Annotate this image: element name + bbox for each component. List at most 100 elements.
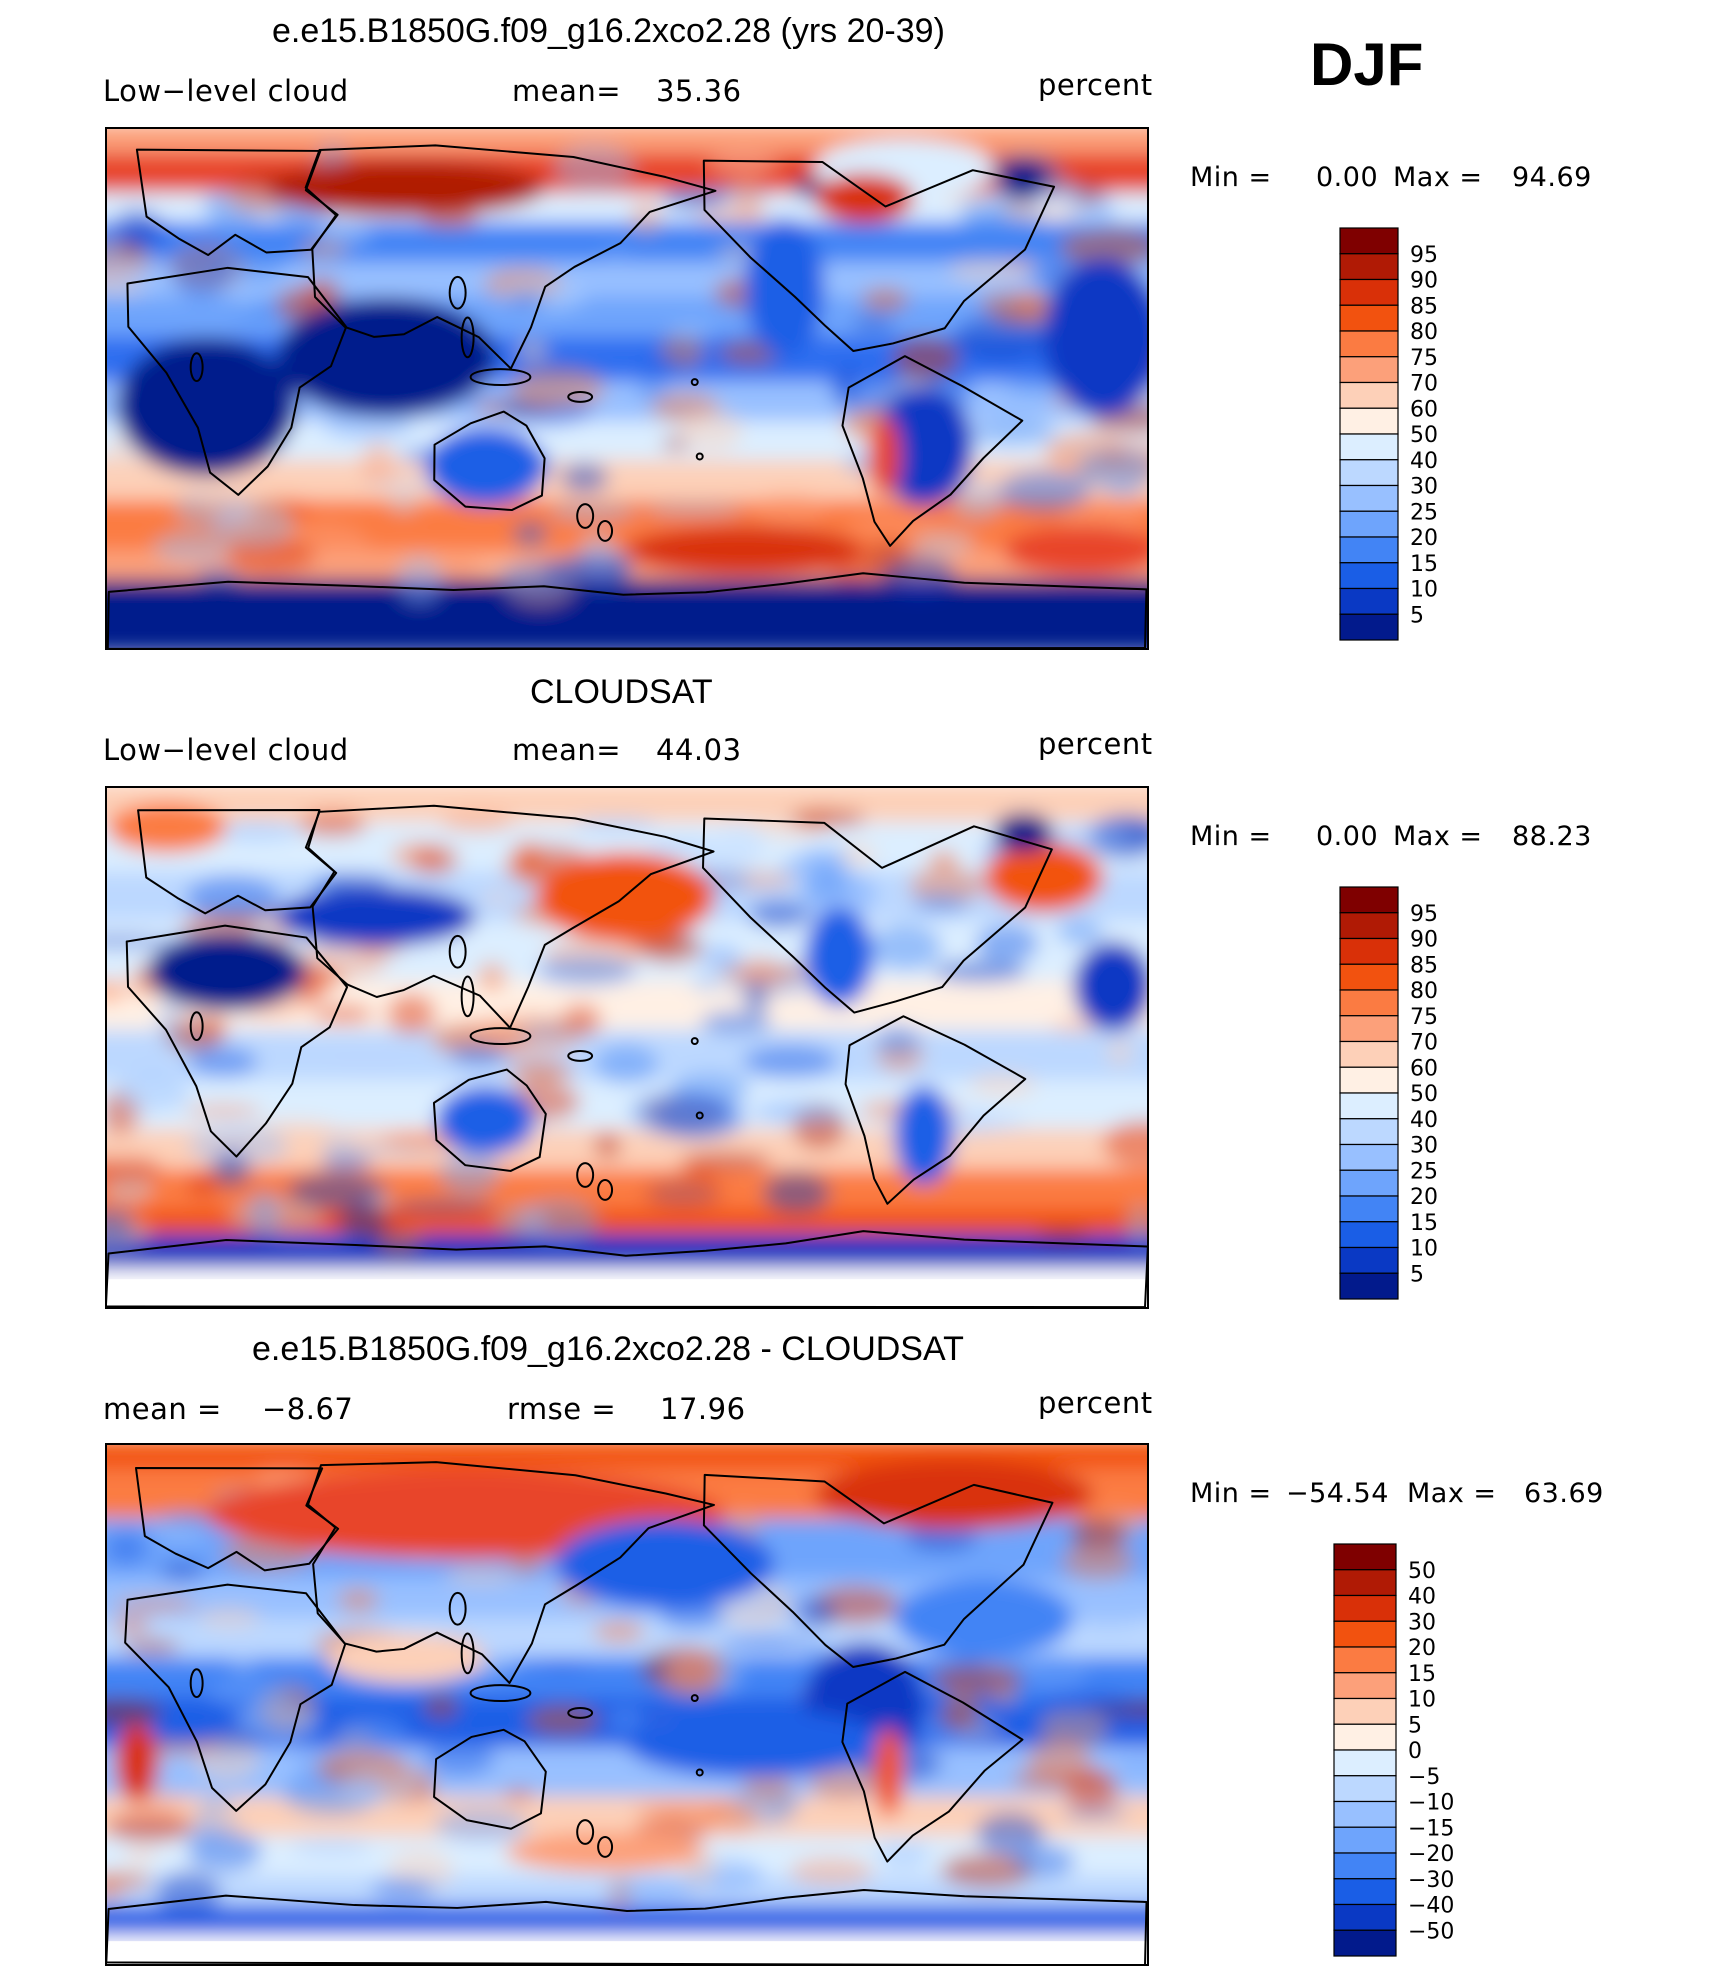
- field-contour-blob: [116, 337, 297, 477]
- coastline-africa: [124, 1583, 347, 1812]
- coastline-asia: [304, 144, 717, 370]
- field-contour-blob: [893, 1578, 1074, 1659]
- island-outline: [695, 1768, 704, 1777]
- rmse-value: 17.96: [660, 1392, 746, 1426]
- field-contour-blob: [795, 1596, 838, 1629]
- field-contour-blob: [370, 1879, 436, 1899]
- no-data-area: [107, 1941, 1147, 1964]
- field-contour-blob: [851, 316, 896, 331]
- field-contour-blob: [320, 1153, 373, 1171]
- field-contour-blob: [636, 379, 669, 401]
- field-contour-blob: [753, 1101, 843, 1123]
- colorbar-tick-label: 95: [1410, 902, 1438, 927]
- field-contour-blob: [107, 802, 227, 853]
- field-plot-obs: [107, 788, 1147, 1307]
- field-contour-blob: [1115, 1754, 1147, 1776]
- island-outline: [460, 975, 475, 1018]
- field-contour-blob: [171, 252, 231, 298]
- max-label-model: Max =: [1393, 162, 1483, 193]
- field-contour-blob: [892, 336, 960, 380]
- field-contour-blob: [876, 1841, 931, 1869]
- field-contour-blob: [593, 1132, 622, 1159]
- field-contour-blob: [155, 1870, 221, 1914]
- colorbar-tick-label: 85: [1410, 294, 1438, 319]
- field-shading: [107, 788, 1147, 1307]
- field-contour-blob: [804, 907, 875, 1007]
- colorbar-tick-label: 40: [1410, 449, 1438, 474]
- field-contour-blob: [505, 293, 546, 310]
- field-contour-blob: [641, 356, 681, 381]
- colorbar-tick-label: 10: [1410, 578, 1438, 603]
- coastline-samerica: [841, 355, 1024, 547]
- island-outline: [448, 934, 467, 969]
- field-contour-blob: [948, 258, 1023, 282]
- field-contour-blob: [713, 1647, 742, 1693]
- island-outline: [567, 1706, 594, 1719]
- field-contour-blob: [949, 480, 1004, 520]
- field-contour-blob: [387, 993, 436, 1035]
- island-outline: [469, 1027, 532, 1046]
- colorbar-tick-label: −40: [1408, 1894, 1454, 1919]
- field-contour-blob: [1126, 1203, 1147, 1247]
- field-contour-blob: [979, 291, 1056, 316]
- field-contour-blob: [247, 1188, 281, 1236]
- field-contour-blob: [742, 1770, 793, 1801]
- colorbar-swatch: [1339, 989, 1399, 1017]
- colorbar-tick-label: 50: [1408, 1559, 1436, 1584]
- colorbar-tick-label: −50: [1408, 1919, 1454, 1944]
- field-contour-blob: [276, 887, 476, 947]
- max-label-diff: Max =: [1407, 1478, 1497, 1509]
- colorbar-swatch: [1339, 1246, 1399, 1274]
- colorbar-tick-label: 5: [1408, 1713, 1422, 1738]
- field-contour-blob: [320, 1136, 359, 1154]
- island-outline: [576, 1162, 595, 1188]
- field-contour-blob: [322, 410, 413, 440]
- colorbar-tick-label: 15: [1410, 1211, 1438, 1236]
- field-contour-blob: [444, 1565, 517, 1585]
- coastline-europe: [137, 809, 338, 915]
- field-contour-blob: [107, 1146, 140, 1160]
- colorbar-swatch: [1333, 1543, 1397, 1571]
- colorbar-tick-label: 40: [1408, 1585, 1436, 1610]
- field-contour-blob: [1061, 1543, 1135, 1580]
- island-outline: [576, 503, 595, 529]
- field-contour-blob: [868, 416, 900, 497]
- colorbar-tick-label: 60: [1410, 1056, 1438, 1081]
- colorbar-tick-label: 40: [1410, 1108, 1438, 1133]
- min-label-diff: Min =: [1190, 1478, 1272, 1509]
- field-contour-blob: [608, 1707, 643, 1732]
- field-contour-blob: [719, 1635, 814, 1651]
- field-contour-blob: [188, 1125, 288, 1167]
- field-contour-blob: [668, 321, 715, 341]
- field-contour-blob: [874, 1727, 904, 1818]
- island-outline: [695, 1111, 704, 1120]
- field-contour-blob: [107, 1810, 193, 1843]
- colorbar-swatch: [1339, 459, 1399, 487]
- field-contour-blob: [931, 1663, 1023, 1695]
- field-contour-blob: [508, 1061, 574, 1083]
- field-contour-blob: [187, 1046, 259, 1078]
- island-outline: [690, 1037, 699, 1046]
- colorbar-tick-label: 50: [1410, 423, 1438, 448]
- field-contour-blob: [638, 931, 703, 964]
- rmse-label: rmse =: [507, 1392, 617, 1426]
- colorbar-tick-label: −10: [1408, 1791, 1454, 1816]
- field-contour-blob: [560, 462, 609, 494]
- field-label-model: Low−level cloud: [103, 74, 349, 108]
- field-contour-blob: [789, 1856, 873, 1887]
- field-shading: [107, 1445, 1147, 1964]
- field-contour-blob: [800, 870, 877, 916]
- colorbar-tick-label: 95: [1410, 243, 1438, 268]
- island-outline: [597, 1835, 614, 1858]
- island-outline: [189, 352, 204, 383]
- field-contour-blob: [337, 1587, 379, 1614]
- field-contour-blob: [434, 1807, 529, 1843]
- field-contour-blob: [1065, 189, 1115, 232]
- field-contour-blob: [1102, 1120, 1147, 1168]
- map-panel-diff: [105, 1443, 1149, 1966]
- colorbar-tick-label: −5: [1408, 1765, 1440, 1790]
- colorbar-tick-label: 75: [1410, 1005, 1438, 1030]
